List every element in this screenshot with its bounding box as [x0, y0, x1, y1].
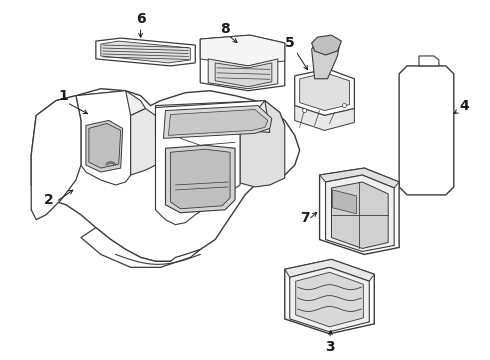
Polygon shape [200, 35, 285, 66]
Polygon shape [101, 41, 190, 63]
Polygon shape [215, 63, 272, 87]
Polygon shape [240, 100, 285, 187]
Text: 8: 8 [220, 22, 230, 36]
Polygon shape [169, 109, 268, 135]
Polygon shape [285, 260, 374, 281]
Polygon shape [31, 96, 81, 220]
Polygon shape [290, 267, 369, 332]
Polygon shape [332, 182, 388, 248]
Polygon shape [81, 228, 200, 267]
Polygon shape [96, 38, 196, 66]
Polygon shape [155, 100, 265, 225]
Circle shape [303, 109, 307, 113]
Polygon shape [208, 59, 278, 89]
Polygon shape [131, 109, 155, 175]
Polygon shape [200, 35, 285, 91]
Text: 5: 5 [285, 36, 294, 50]
Polygon shape [319, 168, 399, 255]
Polygon shape [312, 39, 340, 79]
Polygon shape [76, 91, 146, 121]
Polygon shape [312, 35, 342, 55]
Text: 3: 3 [325, 340, 334, 354]
Polygon shape [294, 69, 354, 116]
Polygon shape [333, 190, 356, 214]
Polygon shape [300, 73, 349, 111]
Polygon shape [419, 56, 439, 66]
Polygon shape [295, 272, 363, 327]
Polygon shape [319, 168, 399, 188]
Polygon shape [89, 123, 121, 168]
Polygon shape [166, 145, 235, 213]
Text: 1: 1 [58, 89, 68, 103]
Polygon shape [325, 175, 394, 251]
Polygon shape [86, 121, 122, 172]
Polygon shape [164, 105, 272, 138]
Polygon shape [399, 66, 454, 195]
Text: 4: 4 [459, 99, 468, 113]
Text: 7: 7 [300, 211, 310, 225]
Polygon shape [31, 89, 300, 261]
Text: 6: 6 [136, 12, 146, 26]
Text: 2: 2 [44, 193, 54, 207]
Circle shape [343, 104, 346, 108]
Polygon shape [285, 260, 374, 334]
Polygon shape [294, 105, 354, 130]
Polygon shape [155, 100, 285, 137]
Polygon shape [76, 91, 131, 185]
Polygon shape [171, 149, 230, 209]
